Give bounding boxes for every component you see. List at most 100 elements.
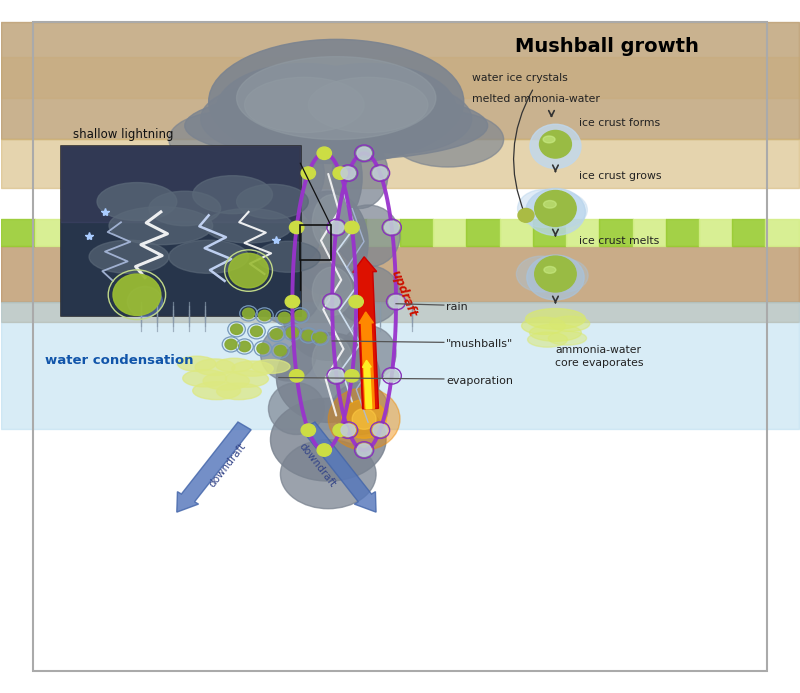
Circle shape	[127, 286, 162, 317]
Ellipse shape	[530, 324, 582, 342]
Ellipse shape	[178, 356, 216, 371]
Ellipse shape	[526, 308, 586, 329]
Ellipse shape	[328, 85, 472, 153]
Circle shape	[270, 329, 282, 340]
Ellipse shape	[217, 64, 392, 153]
Circle shape	[230, 324, 242, 335]
Ellipse shape	[332, 139, 388, 209]
Circle shape	[294, 310, 306, 321]
Ellipse shape	[332, 383, 388, 435]
Ellipse shape	[226, 371, 269, 387]
Circle shape	[290, 221, 304, 234]
Ellipse shape	[257, 205, 320, 267]
Ellipse shape	[518, 189, 570, 227]
Circle shape	[330, 369, 344, 382]
Ellipse shape	[205, 209, 292, 243]
Ellipse shape	[312, 267, 352, 315]
Circle shape	[341, 167, 355, 179]
Ellipse shape	[288, 191, 368, 295]
Text: core evaporates: core evaporates	[555, 358, 644, 368]
Text: evaporation: evaporation	[446, 376, 514, 386]
Ellipse shape	[232, 361, 274, 376]
Ellipse shape	[282, 263, 374, 360]
Circle shape	[113, 274, 161, 315]
Ellipse shape	[277, 333, 380, 423]
Circle shape	[225, 340, 237, 349]
Circle shape	[250, 326, 262, 337]
Ellipse shape	[526, 255, 584, 300]
Ellipse shape	[550, 316, 590, 331]
Circle shape	[342, 400, 386, 438]
FancyArrow shape	[302, 422, 376, 512]
Circle shape	[242, 308, 254, 319]
Ellipse shape	[542, 259, 588, 292]
Circle shape	[357, 444, 371, 456]
Text: water ice crystals: water ice crystals	[472, 73, 567, 82]
Circle shape	[317, 444, 331, 456]
Text: "mushballs": "mushballs"	[446, 340, 514, 349]
Ellipse shape	[392, 112, 504, 167]
Ellipse shape	[340, 326, 396, 381]
Circle shape	[301, 167, 315, 179]
Circle shape	[357, 147, 371, 159]
Ellipse shape	[281, 64, 456, 153]
Ellipse shape	[312, 336, 352, 385]
Circle shape	[349, 295, 363, 308]
FancyArrow shape	[177, 422, 251, 512]
Circle shape	[518, 209, 534, 222]
Text: rain: rain	[446, 302, 468, 312]
Ellipse shape	[203, 372, 250, 390]
Circle shape	[258, 310, 270, 321]
Ellipse shape	[195, 359, 235, 376]
Ellipse shape	[252, 360, 290, 374]
Ellipse shape	[269, 139, 324, 209]
Text: shallow lightning: shallow lightning	[73, 128, 174, 141]
Circle shape	[328, 388, 400, 450]
Ellipse shape	[548, 331, 586, 345]
Text: Mushball growth: Mushball growth	[515, 37, 699, 55]
Ellipse shape	[201, 85, 344, 153]
Text: ice crust melts: ice crust melts	[579, 236, 660, 246]
Circle shape	[385, 221, 399, 234]
Ellipse shape	[281, 439, 376, 509]
Text: ice crust grows: ice crust grows	[579, 171, 662, 182]
FancyArrow shape	[362, 360, 372, 409]
Circle shape	[286, 295, 299, 308]
Ellipse shape	[237, 184, 308, 219]
Circle shape	[302, 331, 314, 341]
Circle shape	[333, 424, 347, 437]
Circle shape	[530, 124, 581, 168]
Circle shape	[274, 346, 286, 356]
Ellipse shape	[237, 57, 436, 139]
Ellipse shape	[217, 383, 262, 400]
Circle shape	[286, 328, 298, 338]
Ellipse shape	[97, 182, 177, 220]
Ellipse shape	[245, 78, 364, 132]
Circle shape	[229, 254, 269, 288]
Ellipse shape	[336, 205, 400, 267]
Circle shape	[257, 344, 269, 353]
Ellipse shape	[312, 195, 352, 250]
Circle shape	[373, 167, 387, 179]
Ellipse shape	[269, 383, 324, 435]
Ellipse shape	[209, 40, 464, 164]
Ellipse shape	[516, 256, 566, 292]
Circle shape	[330, 221, 344, 234]
Ellipse shape	[149, 191, 221, 226]
Ellipse shape	[169, 240, 249, 273]
Ellipse shape	[526, 188, 586, 236]
Ellipse shape	[544, 266, 556, 273]
Text: downdraft: downdraft	[296, 441, 337, 489]
FancyArrow shape	[359, 312, 374, 409]
Ellipse shape	[182, 369, 226, 387]
Ellipse shape	[89, 240, 169, 273]
Ellipse shape	[522, 317, 566, 335]
Bar	[300, 225, 330, 260]
Ellipse shape	[193, 175, 273, 213]
Circle shape	[352, 409, 376, 430]
Ellipse shape	[294, 125, 362, 229]
Bar	[61, 146, 300, 315]
Circle shape	[345, 221, 359, 234]
Circle shape	[314, 333, 326, 343]
Circle shape	[278, 313, 290, 323]
